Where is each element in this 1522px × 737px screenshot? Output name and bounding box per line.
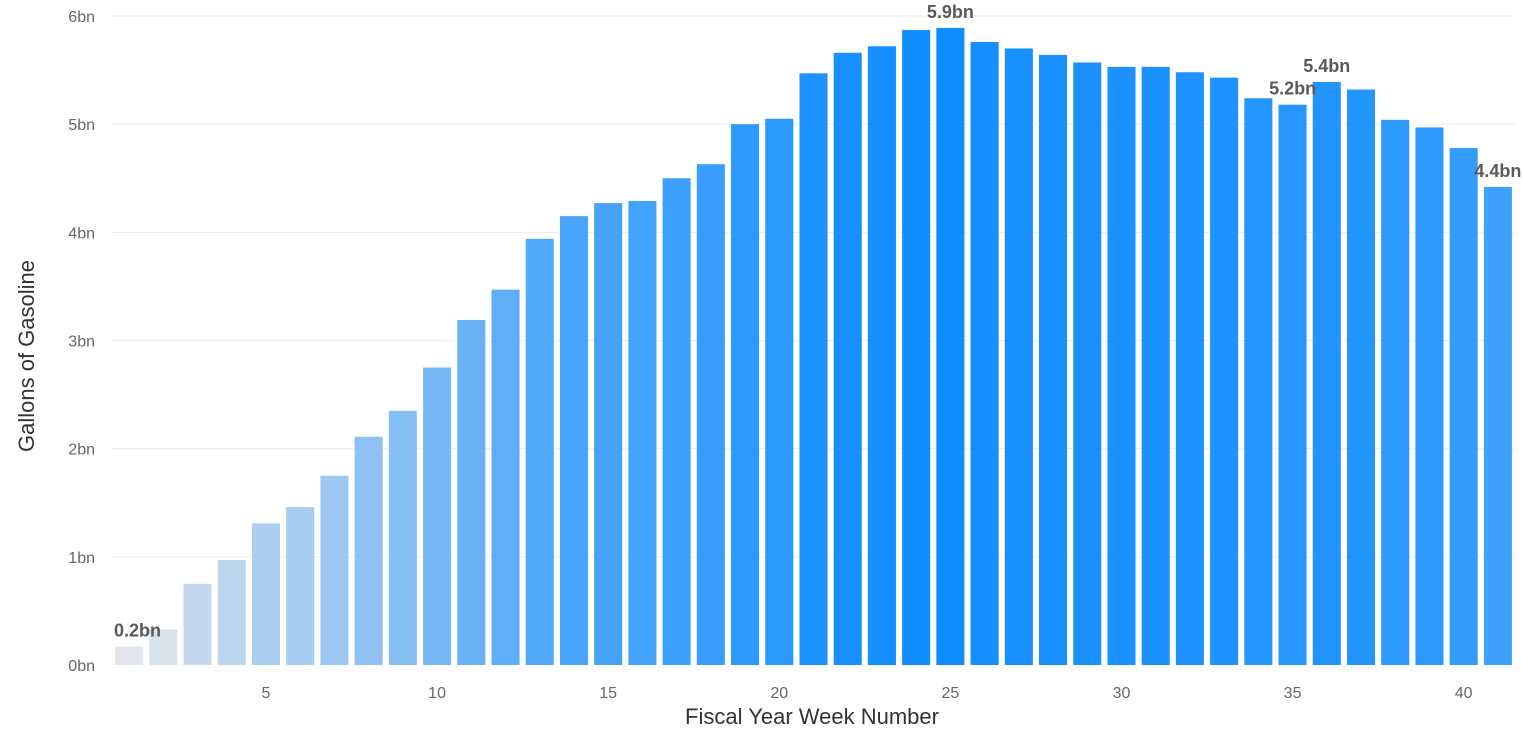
bar (217, 560, 246, 665)
bar (1278, 104, 1307, 665)
bar (1175, 72, 1204, 665)
bar (731, 124, 760, 666)
bar (491, 289, 520, 665)
bar (320, 475, 349, 665)
bar (149, 629, 178, 665)
y-tick-label: 0bn (68, 658, 95, 675)
x-tick-label: 25 (941, 685, 959, 702)
bar (1141, 66, 1170, 666)
bar (628, 200, 657, 665)
x-tick-label: 20 (770, 685, 788, 702)
bar (1244, 98, 1273, 665)
data-label: 5.9bn (927, 2, 974, 22)
bar (799, 73, 828, 665)
bar (1346, 89, 1376, 666)
y-tick-label: 3bn (68, 334, 95, 351)
y-tick-label: 2bn (68, 442, 95, 459)
y-tick-label: 6bn (68, 9, 95, 26)
x-tick-label: 15 (599, 685, 617, 702)
bar (183, 583, 212, 666)
y-tick-label: 4bn (68, 225, 95, 242)
bar (594, 203, 623, 665)
bar (457, 319, 486, 665)
bar (1312, 81, 1341, 666)
data-label: 5.2bn (1269, 79, 1316, 99)
bar (1483, 186, 1512, 665)
bar (1449, 147, 1478, 665)
x-axis-title: Fiscal Year Week Number (685, 704, 939, 729)
bar (1004, 48, 1033, 665)
bar (867, 46, 896, 666)
bar (936, 27, 965, 665)
data-label: 4.4bn (1474, 161, 1521, 181)
bar (423, 367, 452, 665)
bar (1381, 119, 1410, 666)
x-tick-label: 5 (262, 685, 271, 702)
x-tick-label: 40 (1455, 685, 1473, 702)
bar (1210, 77, 1239, 665)
bar (559, 216, 588, 666)
bar (1415, 127, 1444, 665)
y-tick-label: 5bn (68, 117, 95, 134)
x-axis-tick-labels: 5 10 15 20 25 30 35 40 (262, 685, 1473, 702)
y-axis-title: Gallons of Gasoline (14, 260, 39, 452)
bar (1073, 62, 1102, 665)
bar (286, 507, 315, 665)
y-axis-tick-labels: 0bn 1bn 2bn 3bn 4bn 5bn 6bn (68, 9, 95, 675)
bar (833, 52, 862, 665)
data-labels: 0.2bn 5.9bn 5.2bn 5.4bn 4.4bn (114, 2, 1521, 641)
x-tick-label: 30 (1113, 685, 1131, 702)
x-tick-label: 10 (428, 685, 446, 702)
y-tick-label: 1bn (68, 550, 95, 567)
bar (970, 41, 999, 665)
bar (251, 523, 281, 665)
bar (902, 30, 931, 666)
data-label: 5.4bn (1303, 56, 1350, 76)
bar (354, 436, 383, 665)
bars (115, 27, 1512, 666)
bar (115, 646, 144, 665)
x-tick-label: 35 (1284, 685, 1302, 702)
bar (696, 164, 725, 665)
bar (388, 410, 417, 665)
bar (525, 238, 554, 665)
bar (1039, 54, 1068, 665)
bar (765, 118, 794, 665)
bar (662, 178, 691, 665)
data-label: 0.2bn (114, 621, 161, 641)
bar (1107, 66, 1136, 666)
